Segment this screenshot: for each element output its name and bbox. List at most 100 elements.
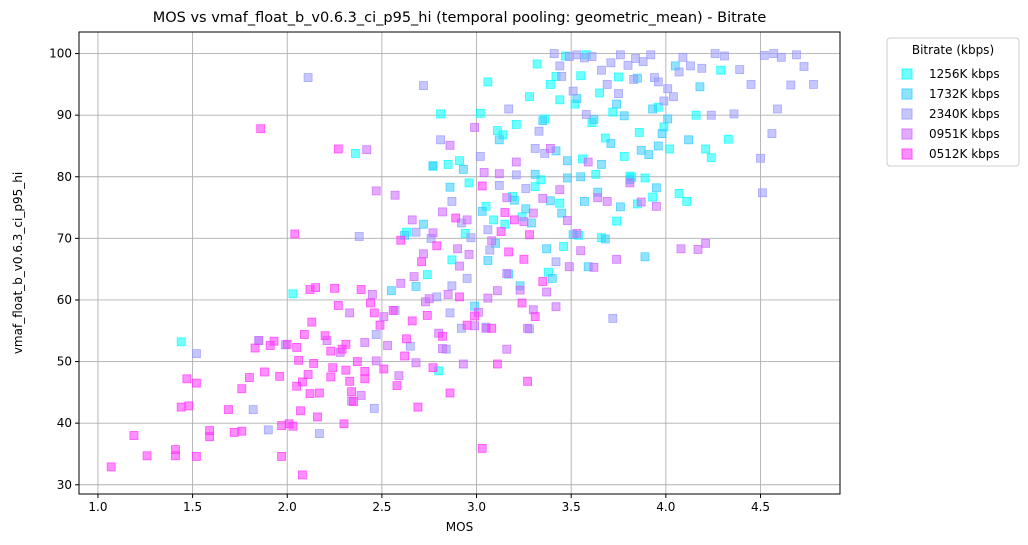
data-point: [290, 229, 300, 239]
data-point: [420, 297, 430, 307]
data-point: [602, 80, 612, 89]
data-point: [466, 233, 476, 243]
y-tick-label: 50: [57, 355, 72, 369]
data-point: [500, 219, 510, 229]
data-point: [509, 215, 519, 225]
x-axis-label: MOS: [446, 520, 473, 534]
legend-label: 0512K kbps: [929, 147, 1000, 161]
data-point: [360, 366, 370, 376]
data-point: [542, 244, 551, 254]
data-point: [483, 256, 493, 265]
data-point: [720, 51, 729, 61]
data-point: [653, 141, 663, 151]
data-point: [521, 204, 531, 214]
data-point: [723, 134, 733, 144]
series-4: [254, 123, 710, 406]
data-point: [362, 145, 372, 155]
data-point: [445, 182, 455, 192]
data-point: [277, 421, 287, 431]
data-point: [182, 374, 192, 384]
data-point: [587, 52, 597, 61]
plot-frame: [78, 31, 841, 495]
x-tick-label: 3.0: [467, 500, 486, 514]
data-point: [356, 285, 366, 294]
data-point: [356, 390, 366, 400]
data-point: [563, 156, 572, 166]
data-point: [636, 197, 646, 207]
data-point: [652, 183, 661, 193]
data-point: [625, 178, 635, 188]
data-point: [500, 208, 510, 217]
data-point: [417, 257, 427, 267]
data-point: [631, 54, 640, 63]
data-point: [333, 144, 343, 154]
data-point: [636, 145, 646, 155]
data-point: [597, 159, 606, 169]
data-point: [292, 381, 302, 391]
chart-title: MOS vs vmaf_float_b_v0.6.3_ci_p95_hi (te…: [153, 10, 767, 26]
data-point: [311, 283, 321, 293]
data-point: [682, 196, 692, 206]
data-point: [502, 193, 512, 203]
data-point: [547, 273, 557, 283]
data-point: [184, 401, 194, 411]
legend-marker: [901, 108, 913, 120]
data-point: [341, 339, 351, 349]
data-point: [735, 65, 745, 74]
data-point: [470, 123, 480, 132]
data-point: [339, 419, 349, 429]
data-point: [759, 51, 769, 60]
data-point: [445, 388, 455, 398]
data-point: [538, 116, 548, 126]
data-point: [769, 49, 779, 58]
data-point: [303, 73, 313, 82]
y-tick-label: 80: [57, 170, 72, 184]
data-point: [129, 431, 139, 440]
data-point: [458, 359, 468, 369]
data-point: [701, 238, 710, 248]
data-point: [386, 286, 396, 296]
legend-box: [886, 37, 1020, 167]
data-point: [447, 255, 457, 265]
data-point: [438, 331, 447, 341]
data-point: [237, 426, 247, 436]
data-point: [345, 308, 355, 318]
data-point: [551, 302, 561, 312]
data-point: [534, 126, 544, 136]
data-point: [400, 351, 410, 361]
data-point: [477, 443, 487, 453]
data-point: [686, 61, 695, 71]
data-point: [614, 89, 623, 98]
data-point: [623, 60, 633, 70]
data-point: [663, 84, 673, 94]
data-point: [538, 193, 548, 203]
data-point: [455, 261, 464, 271]
data-point: [422, 270, 432, 280]
data-point: [475, 108, 485, 118]
data-point: [419, 219, 428, 229]
data-point: [409, 272, 419, 282]
data-point: [616, 202, 625, 212]
data-point: [275, 371, 285, 381]
data-point: [669, 92, 678, 102]
data-point: [809, 80, 818, 89]
data-point: [706, 110, 716, 120]
legend-marker: [901, 68, 913, 80]
data-point: [701, 144, 710, 154]
data-point: [691, 110, 701, 120]
data-point: [438, 207, 447, 217]
y-tick-label: 70: [57, 231, 72, 245]
data-point: [371, 186, 381, 196]
data-point: [576, 172, 586, 182]
x-tick-label: 2.0: [278, 500, 297, 514]
data-point: [260, 367, 269, 377]
data-point: [674, 67, 684, 77]
data-point: [263, 425, 273, 435]
data-point: [171, 445, 180, 455]
data-point: [470, 311, 480, 321]
data-point: [530, 169, 540, 179]
data-point: [608, 313, 618, 323]
legend-label: 1732K kbps: [929, 87, 1000, 101]
data-point: [294, 355, 304, 365]
data-point: [555, 185, 565, 195]
